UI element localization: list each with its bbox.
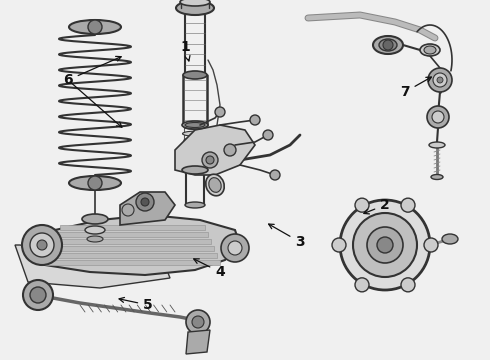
Ellipse shape [424,46,436,54]
Ellipse shape [183,71,207,79]
Text: 4: 4 [194,259,225,279]
Circle shape [206,156,214,164]
Circle shape [427,106,449,128]
Circle shape [192,316,204,328]
Circle shape [122,204,134,216]
Polygon shape [54,239,211,244]
Circle shape [88,20,102,34]
Circle shape [224,144,236,156]
Text: 7: 7 [400,77,431,99]
Ellipse shape [182,121,208,129]
Circle shape [367,227,403,263]
Polygon shape [57,232,208,237]
Ellipse shape [209,177,221,192]
Ellipse shape [184,151,206,156]
Circle shape [424,238,438,252]
Circle shape [340,200,430,290]
Ellipse shape [185,122,205,127]
Circle shape [428,68,452,92]
Ellipse shape [176,1,214,15]
Circle shape [353,213,417,277]
Circle shape [228,241,242,255]
Circle shape [23,280,53,310]
Text: 2: 2 [364,198,390,214]
Circle shape [432,111,444,123]
Text: 6: 6 [63,57,121,87]
Ellipse shape [185,202,205,208]
Ellipse shape [442,234,458,244]
Circle shape [250,115,260,125]
Ellipse shape [182,166,208,174]
Circle shape [37,240,47,250]
Ellipse shape [206,174,224,196]
Polygon shape [51,246,214,251]
Polygon shape [175,125,255,175]
Ellipse shape [429,142,445,148]
Circle shape [215,107,225,117]
Circle shape [22,225,62,265]
Ellipse shape [85,226,105,234]
Ellipse shape [69,20,121,34]
Circle shape [88,176,102,190]
Circle shape [30,287,46,303]
Text: 5: 5 [119,297,153,312]
Circle shape [401,198,415,212]
Circle shape [401,278,415,292]
Circle shape [270,170,280,180]
Circle shape [136,193,154,211]
Circle shape [355,278,369,292]
Ellipse shape [82,214,108,224]
Circle shape [30,233,54,257]
Polygon shape [120,192,175,225]
Ellipse shape [69,176,121,190]
Circle shape [186,310,210,334]
Polygon shape [60,225,205,230]
Ellipse shape [184,125,206,130]
Polygon shape [186,330,210,354]
Ellipse shape [182,131,207,136]
Ellipse shape [184,138,206,143]
Circle shape [202,152,218,168]
Circle shape [377,237,393,253]
Circle shape [355,198,369,212]
Polygon shape [48,253,217,258]
Ellipse shape [180,0,210,6]
Polygon shape [45,260,220,265]
Ellipse shape [182,158,207,163]
Ellipse shape [185,72,205,78]
Circle shape [383,40,393,50]
Text: 3: 3 [269,224,305,249]
Circle shape [263,130,273,140]
Polygon shape [30,215,240,275]
Circle shape [433,73,447,87]
Ellipse shape [182,144,207,149]
Polygon shape [15,245,170,288]
Circle shape [141,198,149,206]
Ellipse shape [431,175,443,180]
Circle shape [332,238,346,252]
Ellipse shape [87,236,103,242]
Circle shape [221,234,249,262]
Ellipse shape [420,44,440,56]
Circle shape [437,77,443,83]
Ellipse shape [184,165,206,170]
Ellipse shape [373,36,403,54]
Ellipse shape [379,39,397,51]
Text: 1: 1 [180,40,190,61]
